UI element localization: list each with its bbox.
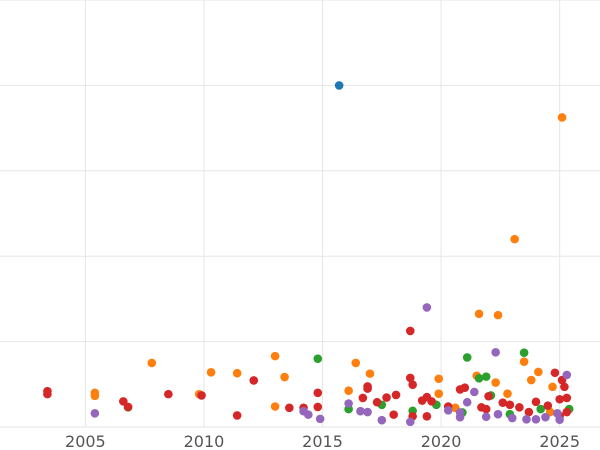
data-point bbox=[43, 389, 52, 399]
data-point bbox=[491, 378, 500, 387]
data-point bbox=[560, 382, 569, 392]
data-point bbox=[493, 409, 503, 419]
data-point bbox=[462, 397, 472, 407]
data-point bbox=[503, 389, 512, 398]
data-point bbox=[550, 368, 560, 378]
data-point bbox=[543, 401, 553, 410]
data-point bbox=[408, 380, 417, 390]
data-point bbox=[372, 397, 382, 407]
x-tick-labels: 2005 2010 2015 2020 2025 bbox=[65, 432, 580, 450]
data-point bbox=[522, 415, 531, 424]
data-point bbox=[493, 310, 503, 320]
data-point bbox=[462, 353, 472, 362]
data-point bbox=[562, 407, 572, 417]
data-point bbox=[405, 373, 415, 383]
data-point bbox=[405, 417, 415, 427]
data-point bbox=[270, 402, 280, 411]
data-point bbox=[304, 410, 313, 419]
data-point bbox=[548, 382, 557, 392]
data-point bbox=[562, 370, 572, 380]
data-point bbox=[434, 389, 444, 398]
gridlines bbox=[0, 0, 600, 428]
data-point bbox=[270, 351, 280, 361]
data-point bbox=[524, 407, 534, 417]
data-point bbox=[363, 384, 372, 393]
x-tick-label: 2025 bbox=[539, 432, 580, 450]
data-point bbox=[481, 372, 491, 381]
data-point bbox=[123, 402, 133, 412]
data-point bbox=[315, 414, 325, 424]
data-point bbox=[534, 367, 543, 377]
x-tick-label: 2015 bbox=[302, 432, 343, 450]
data-point bbox=[507, 413, 517, 423]
data-point bbox=[382, 393, 391, 402]
data-point bbox=[280, 372, 289, 382]
data-point bbox=[147, 358, 157, 368]
x-tick-label: 2005 bbox=[65, 432, 106, 450]
data-point bbox=[526, 375, 536, 385]
data-point bbox=[557, 113, 567, 122]
data-point bbox=[232, 411, 242, 420]
data-point bbox=[481, 404, 491, 414]
data-point bbox=[232, 368, 242, 378]
data-point bbox=[90, 391, 100, 401]
data-point bbox=[519, 348, 529, 358]
data-point bbox=[491, 347, 500, 357]
data-point bbox=[541, 412, 550, 422]
data-point bbox=[344, 399, 353, 408]
data-point bbox=[562, 393, 572, 403]
data-point bbox=[334, 81, 344, 90]
data-point bbox=[455, 412, 465, 422]
data-point bbox=[460, 383, 470, 393]
x-tick-label: 2020 bbox=[421, 432, 462, 450]
data-point bbox=[313, 388, 323, 398]
data-point bbox=[484, 391, 493, 401]
data-point bbox=[470, 387, 479, 397]
data-point bbox=[313, 402, 323, 412]
data-point bbox=[206, 368, 216, 377]
data-point bbox=[405, 326, 415, 336]
data-point bbox=[427, 397, 436, 406]
data-point bbox=[249, 376, 259, 385]
data-point bbox=[515, 403, 524, 412]
data-point bbox=[391, 390, 401, 400]
data-point bbox=[344, 386, 353, 396]
data-point bbox=[498, 398, 508, 407]
data-point bbox=[164, 389, 173, 399]
data-point bbox=[531, 397, 541, 407]
data-point bbox=[356, 406, 365, 416]
data-point bbox=[389, 410, 398, 419]
data-point bbox=[531, 415, 541, 424]
data-point bbox=[505, 400, 515, 410]
data-point bbox=[510, 234, 519, 244]
data-point bbox=[422, 412, 432, 421]
data-point bbox=[481, 412, 491, 422]
x-tick-label: 2010 bbox=[184, 432, 225, 450]
data-point bbox=[285, 403, 294, 413]
data-point bbox=[377, 415, 387, 425]
data-point bbox=[555, 415, 564, 425]
data-point bbox=[519, 357, 529, 366]
data-point bbox=[474, 309, 484, 319]
data-point bbox=[474, 374, 484, 383]
data-point bbox=[555, 394, 564, 404]
data-point bbox=[351, 358, 361, 368]
data-point bbox=[422, 303, 432, 312]
data-point bbox=[434, 374, 444, 384]
data-points bbox=[43, 81, 574, 427]
data-point bbox=[313, 354, 323, 363]
data-point bbox=[363, 407, 372, 417]
data-point bbox=[443, 406, 453, 415]
data-point bbox=[90, 409, 100, 418]
data-point bbox=[365, 369, 375, 378]
data-point bbox=[358, 393, 368, 403]
data-point bbox=[197, 391, 206, 400]
data-point bbox=[536, 404, 546, 414]
